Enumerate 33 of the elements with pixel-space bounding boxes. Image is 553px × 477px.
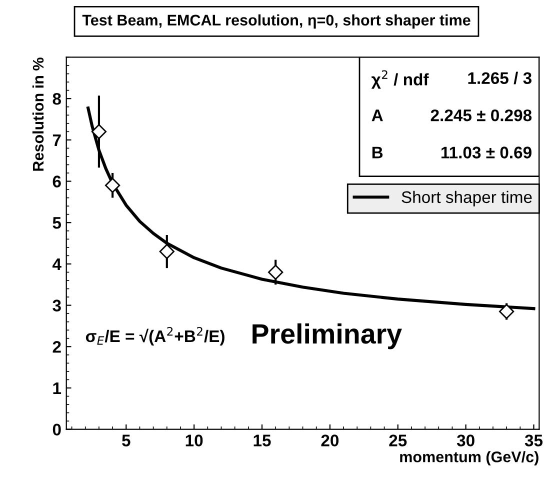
x-tick-label: 5	[122, 434, 130, 446]
x-tick-label: 30	[456, 434, 474, 446]
annotation: χ$^{2}$ / ndf	[371, 70, 429, 89]
annotation: 2.245 ± 0.298	[430, 109, 532, 122]
y-tick-label: 7	[52, 134, 61, 146]
point	[104, 178, 120, 193]
x-axis-title: momentum (GeV/c)	[400, 451, 538, 466]
x-tick-label: 10	[186, 434, 203, 446]
x-tick-label: 25	[389, 434, 407, 446]
x-tick-label: 35	[524, 434, 543, 446]
annotation: A	[372, 110, 383, 122]
point	[159, 244, 174, 260]
x-tick-label: 15	[254, 434, 271, 446]
y-tick-label: 6	[52, 176, 61, 188]
point	[91, 124, 107, 140]
y-axis-title: Resolution in %	[32, 58, 44, 171]
y-tick-label: 2	[52, 341, 61, 353]
point	[498, 304, 514, 320]
annotation: 1.265 / 3	[468, 72, 532, 84]
legend-label: Short shaper time	[402, 190, 532, 206]
point	[268, 264, 284, 280]
y-tick-label: 8	[52, 92, 61, 105]
y-tick-label: 0	[52, 424, 61, 436]
annotation: B	[372, 146, 383, 158]
y-tick-label: 3	[52, 300, 61, 312]
annotation: σ$_{E}$/E = √(A$^{2}$+B$^{2}$/E)	[86, 326, 224, 346]
y-tick-label: 4	[52, 258, 62, 270]
annotation: 11.03 ± 0.69	[442, 146, 532, 158]
y-tick-label: 1	[53, 382, 62, 394]
y-tick-label: 5	[52, 217, 62, 229]
x-tick-label: 20	[321, 434, 339, 446]
chart-title: Test Beam, EMCAL resolution, η=0, short shaper time	[82, 14, 470, 29]
annotation: Preliminary	[252, 323, 402, 350]
